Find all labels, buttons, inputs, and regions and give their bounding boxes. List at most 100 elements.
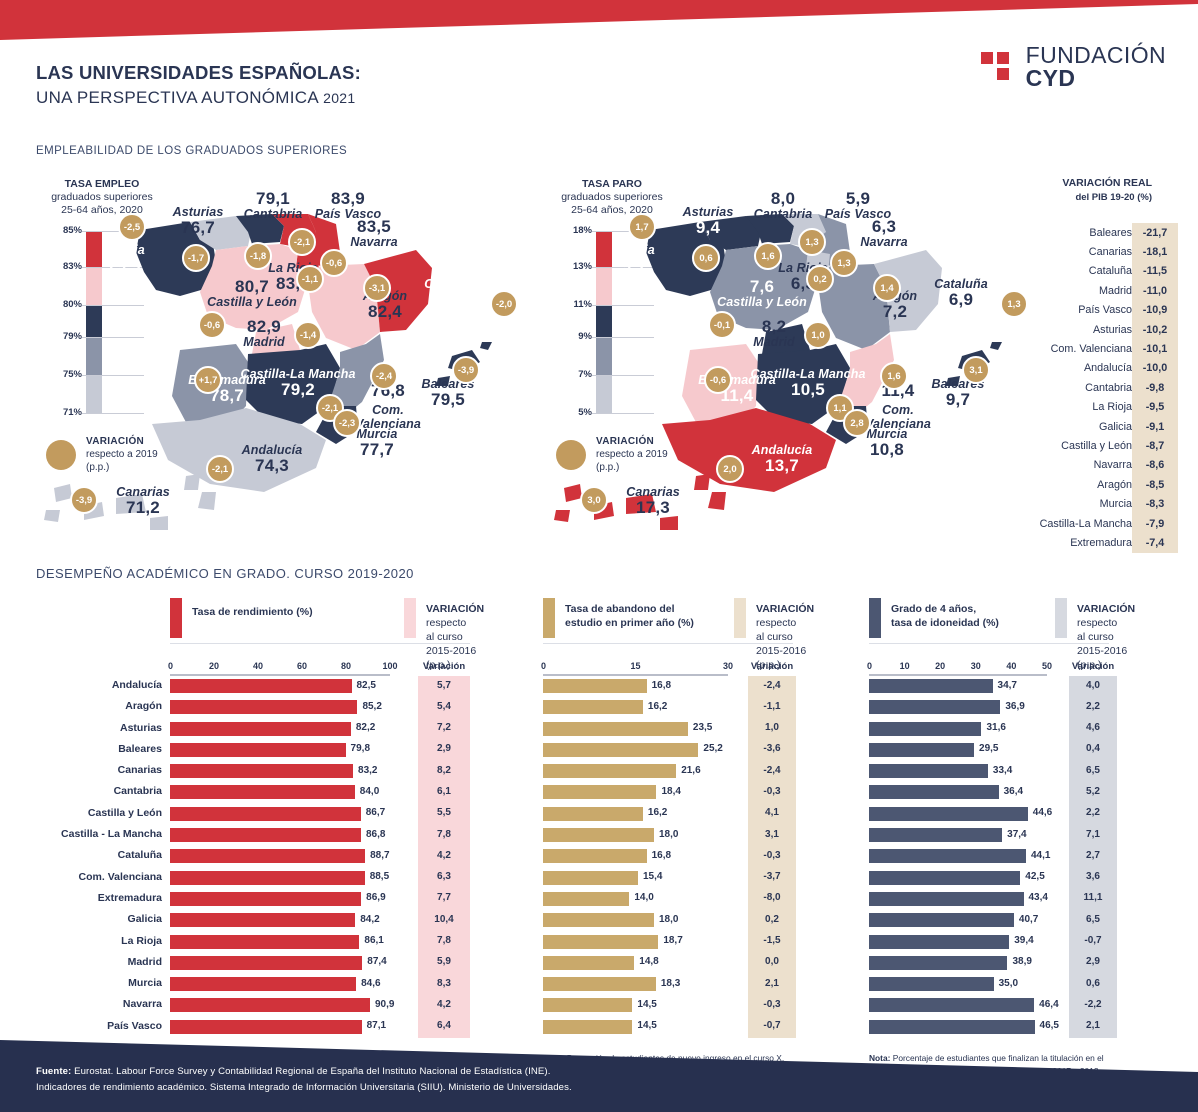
pib-table-row: Cataluña -11,5 [992, 262, 1188, 281]
chart-header: Tasa de rendimiento (%) VARIACIÓN respect… [170, 592, 484, 671]
chart-bar-value: 86,8 [365, 828, 386, 840]
page-title: LAS UNIVERSIDADES ESPAÑOLAS: UNA PERSPEC… [36, 62, 361, 108]
chart-row-variation: 11,1 [1083, 892, 1103, 904]
chart-row-variation: 3,1 [765, 828, 779, 840]
map-region-castilla-la-mancha-right: Castilla-La Mancha 10,5 [750, 367, 866, 400]
chart-bar [170, 955, 363, 970]
top-red-banner [0, 0, 1198, 40]
chart-row-variation: -0,3 [763, 849, 781, 861]
chart-bar [543, 679, 647, 693]
variation-column-header: Variación [1071, 661, 1115, 672]
chart-bar [543, 1019, 633, 1034]
pib-row-region: Aragón [1097, 478, 1132, 491]
pib-row-region: País Vasco [1078, 304, 1132, 317]
chart-bar-value: 87,4 [367, 956, 387, 968]
map-bubble-aragon-left: -3,1 [363, 274, 391, 302]
chart-row: 36,9 2,2 [869, 697, 1109, 718]
map-region-madrid-right: 8,2 Madrid [753, 317, 795, 349]
pib-row-value: -11,0 [1142, 284, 1167, 297]
chart-rows: 16,8 -2,4 16,2 -1,1 23,5 1,0 25,2 -3,6 21,6 -2,4 1… [543, 676, 796, 1039]
chart-row: La Rioja 86,1 7,8 [121, 932, 470, 953]
chart-row: Galicia 84,2 10,4 [128, 910, 470, 931]
chart-variation-title: VARIACIÓN respecto al curso 2015-2016 (p.… [756, 603, 815, 671]
chart-variation-title: VARIACIÓN respecto al curso 2015-2016 (p.… [1077, 603, 1136, 671]
chart-variation-swatch [1055, 598, 1067, 638]
chart-bar [170, 870, 365, 885]
axis-tick-label: 20 [935, 661, 946, 671]
variation-circle-icon-left [46, 439, 76, 470]
pib-table-row: Extremadura -7,4 [992, 533, 1188, 552]
chart-row-variation: 0,6 [1086, 977, 1100, 989]
map-bubble-cataluna-right: 1,3 [1000, 290, 1028, 318]
chart-bar [170, 700, 358, 715]
chart-row-variation: 0,4 [1086, 743, 1100, 755]
footer-line2: Indicadores de rendimiento académico. Si… [36, 1082, 572, 1093]
chart-bar [869, 955, 1008, 970]
chart-bar [543, 806, 643, 821]
pib-row-value: -7,9 [1145, 517, 1165, 530]
pib-row-region: Castilla y León [1061, 439, 1132, 452]
chart-bar-value: 29,5 [979, 743, 999, 755]
chart-row-variation: -8,0 [763, 892, 781, 904]
chart-row-variation: 5,5 [437, 807, 451, 819]
pib-row-value: -10,9 [1142, 304, 1168, 317]
chart-row: 39,4 -0,7 [869, 932, 1109, 953]
chart-bar-value: 44,1 [1030, 849, 1051, 861]
chart-row: 36,4 5,2 [869, 782, 1109, 803]
logo-text-fundacion: FUNDACIÓN [1025, 42, 1166, 68]
chart-row: Andalucía 82,5 5,7 [112, 676, 470, 697]
map-bubble-canarias-left: -3,9 [70, 486, 98, 514]
chart-row: 16,2 4,1 [543, 804, 793, 825]
title-year: 2021 [323, 90, 356, 106]
pib-table-row: Baleares -21,7 [992, 223, 1188, 242]
map-region-galicia-left: Galicia 79,9 [103, 243, 145, 276]
map-region-castilla-la-mancha-left: Castilla-La Mancha 79,2 [240, 367, 356, 400]
map-region-pais-vasco-right: 5,9 País Vasco [824, 189, 892, 221]
chart-row-variation: -0,7 [763, 1020, 781, 1032]
chart-bar-value: 40,7 [1018, 913, 1039, 925]
chart-row: 18,0 0,2 [543, 910, 793, 931]
chart-bar-value: 16,2 [647, 807, 668, 819]
map-bubble-pais-vasco-right: 1,3 [798, 228, 826, 256]
pib-row-region: Com. Valenciana [1050, 343, 1132, 356]
chart-row: 25,2 -3,6 [543, 740, 793, 761]
chart-bar [170, 742, 346, 757]
chart-bar [543, 891, 630, 906]
chart-row-variation: 7,2 [437, 722, 451, 734]
chart-variation-swatch [734, 598, 746, 638]
chart-row: Baleares 79,8 2,9 [118, 740, 470, 761]
pib-row-region: Castilla-La Mancha [1039, 517, 1132, 530]
chart-bar-value: 82,5 [356, 679, 376, 691]
pib-table-row: Cantabria -9,8 [992, 378, 1188, 397]
pib-row-region: Asturias [1092, 323, 1132, 336]
chart-row-label: Aragón [125, 700, 162, 713]
chart-bar-value: 23,5 [692, 722, 713, 734]
axis-tick-label: 60 [296, 661, 308, 671]
chart-bar [170, 721, 351, 736]
fundacion-cyd-logo: FUNDACIÓN CYD [980, 42, 1166, 91]
pib-row-region: Canarias [1088, 246, 1132, 259]
map-bubble-pais-vasco-left: -2,1 [288, 228, 316, 256]
chart-bar [869, 870, 1021, 885]
chart-bar-value: 18,3 [660, 977, 681, 989]
chart-row: 35,0 0,6 [869, 974, 1109, 995]
pib-table-title: VARIACIÓN REAL del PIB 19-20 (%) [992, 176, 1188, 205]
pib-table-row: Navarra -8,6 [992, 456, 1188, 475]
map-region-murcia-left: Murcia 77,7 [356, 427, 398, 460]
chart-row: 42,5 3,6 [869, 868, 1109, 889]
chart-bar-value: 16,8 [651, 679, 672, 691]
legend-scale-right: 18% 13% 11% 9% 7% 5% [532, 225, 692, 418]
axis-tick-label: 10 [899, 661, 910, 671]
chart-row-label: Extremadura [97, 891, 162, 904]
chart-bar [170, 1019, 362, 1034]
chart-bar [869, 849, 1026, 864]
map-region-baleares-left: Baleares 79,5 [421, 377, 475, 410]
axis-tick-label: 80 [340, 661, 352, 671]
chart-row: 14,5 -0,7 [543, 1017, 793, 1038]
chart-row-variation: 2,2 [1086, 807, 1100, 819]
axis-line [170, 674, 390, 676]
chart-bar [543, 934, 659, 949]
chart-row: 14,8 0,0 [543, 953, 793, 974]
chart-bar-value: 36,9 [1005, 700, 1025, 712]
legend-tick-3-left: 79% [62, 331, 82, 342]
